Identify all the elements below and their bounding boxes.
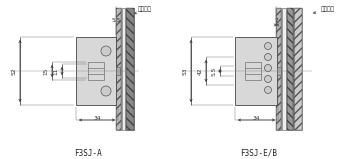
- Text: 5.5: 5.5: [211, 66, 217, 76]
- Circle shape: [264, 42, 272, 49]
- Circle shape: [101, 86, 111, 96]
- Text: 7: 7: [275, 17, 279, 23]
- Bar: [294, 8, 302, 130]
- Bar: [276, 8, 281, 130]
- Text: 5.5: 5.5: [111, 17, 121, 23]
- Text: F3SJ-E/B: F3SJ-E/B: [240, 149, 277, 158]
- Circle shape: [264, 76, 272, 83]
- Text: 42: 42: [198, 67, 202, 75]
- Bar: [287, 8, 293, 130]
- Bar: [282, 8, 286, 130]
- Bar: [235, 37, 277, 105]
- Bar: [76, 37, 116, 105]
- Text: 53: 53: [182, 67, 188, 75]
- Text: F3SJ-A: F3SJ-A: [74, 149, 102, 158]
- Text: 11: 11: [54, 67, 58, 75]
- Text: 光学表面: 光学表面: [135, 6, 152, 14]
- Circle shape: [264, 53, 272, 61]
- Bar: [277, 67, 281, 75]
- Bar: [116, 8, 121, 130]
- Text: 34: 34: [93, 117, 101, 121]
- Circle shape: [264, 65, 272, 72]
- Bar: [126, 8, 134, 130]
- Text: 15: 15: [44, 67, 48, 75]
- Bar: [116, 8, 121, 130]
- Circle shape: [101, 46, 111, 56]
- Bar: [122, 8, 125, 130]
- Bar: [276, 8, 281, 130]
- Bar: [116, 67, 120, 75]
- Bar: [287, 8, 293, 130]
- Circle shape: [264, 86, 272, 93]
- Text: 52: 52: [11, 67, 17, 75]
- Bar: [294, 8, 302, 130]
- Text: 光学表面: 光学表面: [313, 6, 335, 14]
- Text: 34: 34: [253, 117, 260, 121]
- Bar: [126, 8, 134, 130]
